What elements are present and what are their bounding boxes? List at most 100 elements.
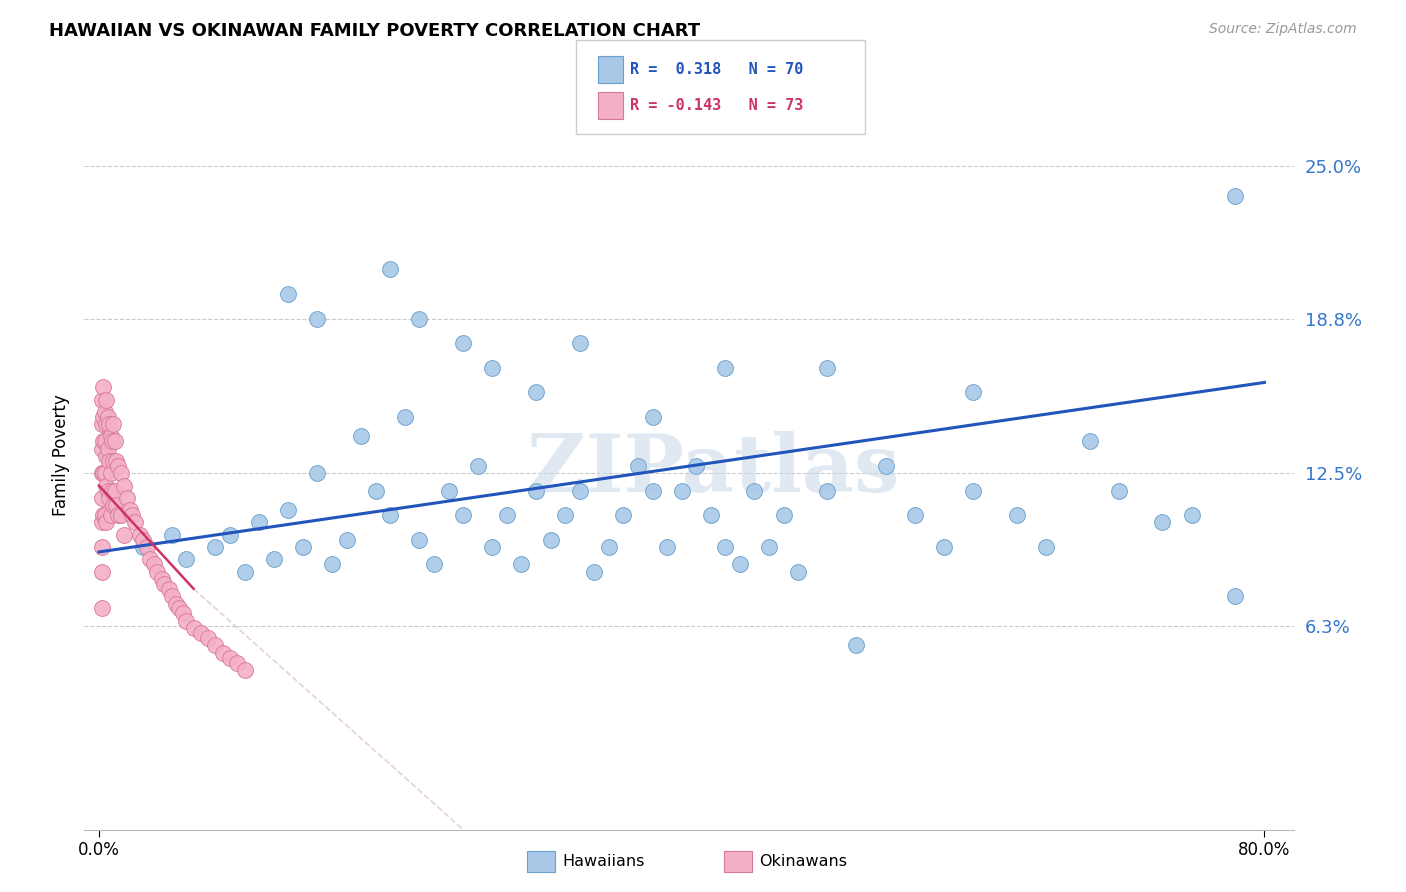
Point [211,646,233,660]
Point [627,458,650,473]
Point [124,516,146,530]
Point [772,508,794,522]
Point [97,483,120,498]
Point [96,417,118,432]
Point [568,336,591,351]
Point [91,380,114,394]
Point [97,442,120,456]
Point [380,262,402,277]
Point [1078,434,1101,449]
Point [247,516,270,530]
Point [875,458,897,473]
Point [107,508,129,522]
Point [110,508,132,522]
Point [104,434,127,449]
Point [307,311,329,326]
Point [1152,516,1174,530]
Text: Source: ZipAtlas.com: Source: ZipAtlas.com [1209,22,1357,37]
Point [150,572,173,586]
Point [728,558,751,572]
Point [219,650,242,665]
Point [101,483,124,498]
Point [96,392,118,407]
Point [97,409,120,424]
Point [700,508,723,522]
Point [160,589,183,603]
Point [90,467,112,481]
Point [495,508,517,522]
Point [1180,508,1202,522]
Point [787,565,810,579]
Point [423,558,446,572]
Y-axis label: Family Poverty: Family Poverty [52,394,70,516]
Point [94,434,117,449]
Point [94,467,117,481]
Point [437,483,460,498]
Point [583,565,606,579]
Point [481,540,503,554]
Point [90,565,112,579]
Point [932,540,955,554]
Point [714,360,737,375]
Point [128,528,150,542]
Point [98,454,121,468]
Point [524,483,547,498]
Text: Hawaiians: Hawaiians [562,855,645,869]
Point [91,434,114,449]
Point [612,508,634,522]
Point [143,558,166,572]
Point [380,508,402,522]
Point [90,516,112,530]
Point [350,429,373,443]
Point [139,552,162,566]
Point [157,582,180,596]
Point [190,626,212,640]
Point [226,656,249,670]
Point [176,614,198,628]
Point [105,454,128,468]
Point [204,638,226,652]
Point [90,601,112,615]
Point [90,417,112,432]
Point [91,409,114,424]
Point [364,483,387,498]
Point [131,533,153,547]
Point [233,663,256,677]
Point [394,409,416,424]
Point [112,478,135,492]
Point [146,565,169,579]
Point [91,508,114,522]
Point [103,498,125,512]
Point [263,552,285,566]
Point [744,483,766,498]
Point [219,528,242,542]
Point [96,449,118,463]
Point [167,601,190,615]
Point [641,409,664,424]
Point [277,503,299,517]
Point [510,558,533,572]
Point [197,631,219,645]
Point [408,533,430,547]
Point [451,508,474,522]
Point [321,558,343,572]
Point [307,467,329,481]
Point [115,491,138,505]
Point [233,565,256,579]
Point [104,483,127,498]
Point [110,467,132,481]
Point [962,483,984,498]
Point [291,540,314,554]
Point [96,478,118,492]
Text: HAWAIIAN VS OKINAWAN FAMILY POVERTY CORRELATION CHART: HAWAIIAN VS OKINAWAN FAMILY POVERTY CORR… [49,22,700,40]
Point [714,540,737,554]
Point [1035,540,1057,554]
Point [100,467,122,481]
Point [94,508,117,522]
Point [90,491,112,505]
Point [165,597,187,611]
Point [103,417,125,432]
Point [98,417,121,432]
Point [568,483,591,498]
Point [815,360,838,375]
